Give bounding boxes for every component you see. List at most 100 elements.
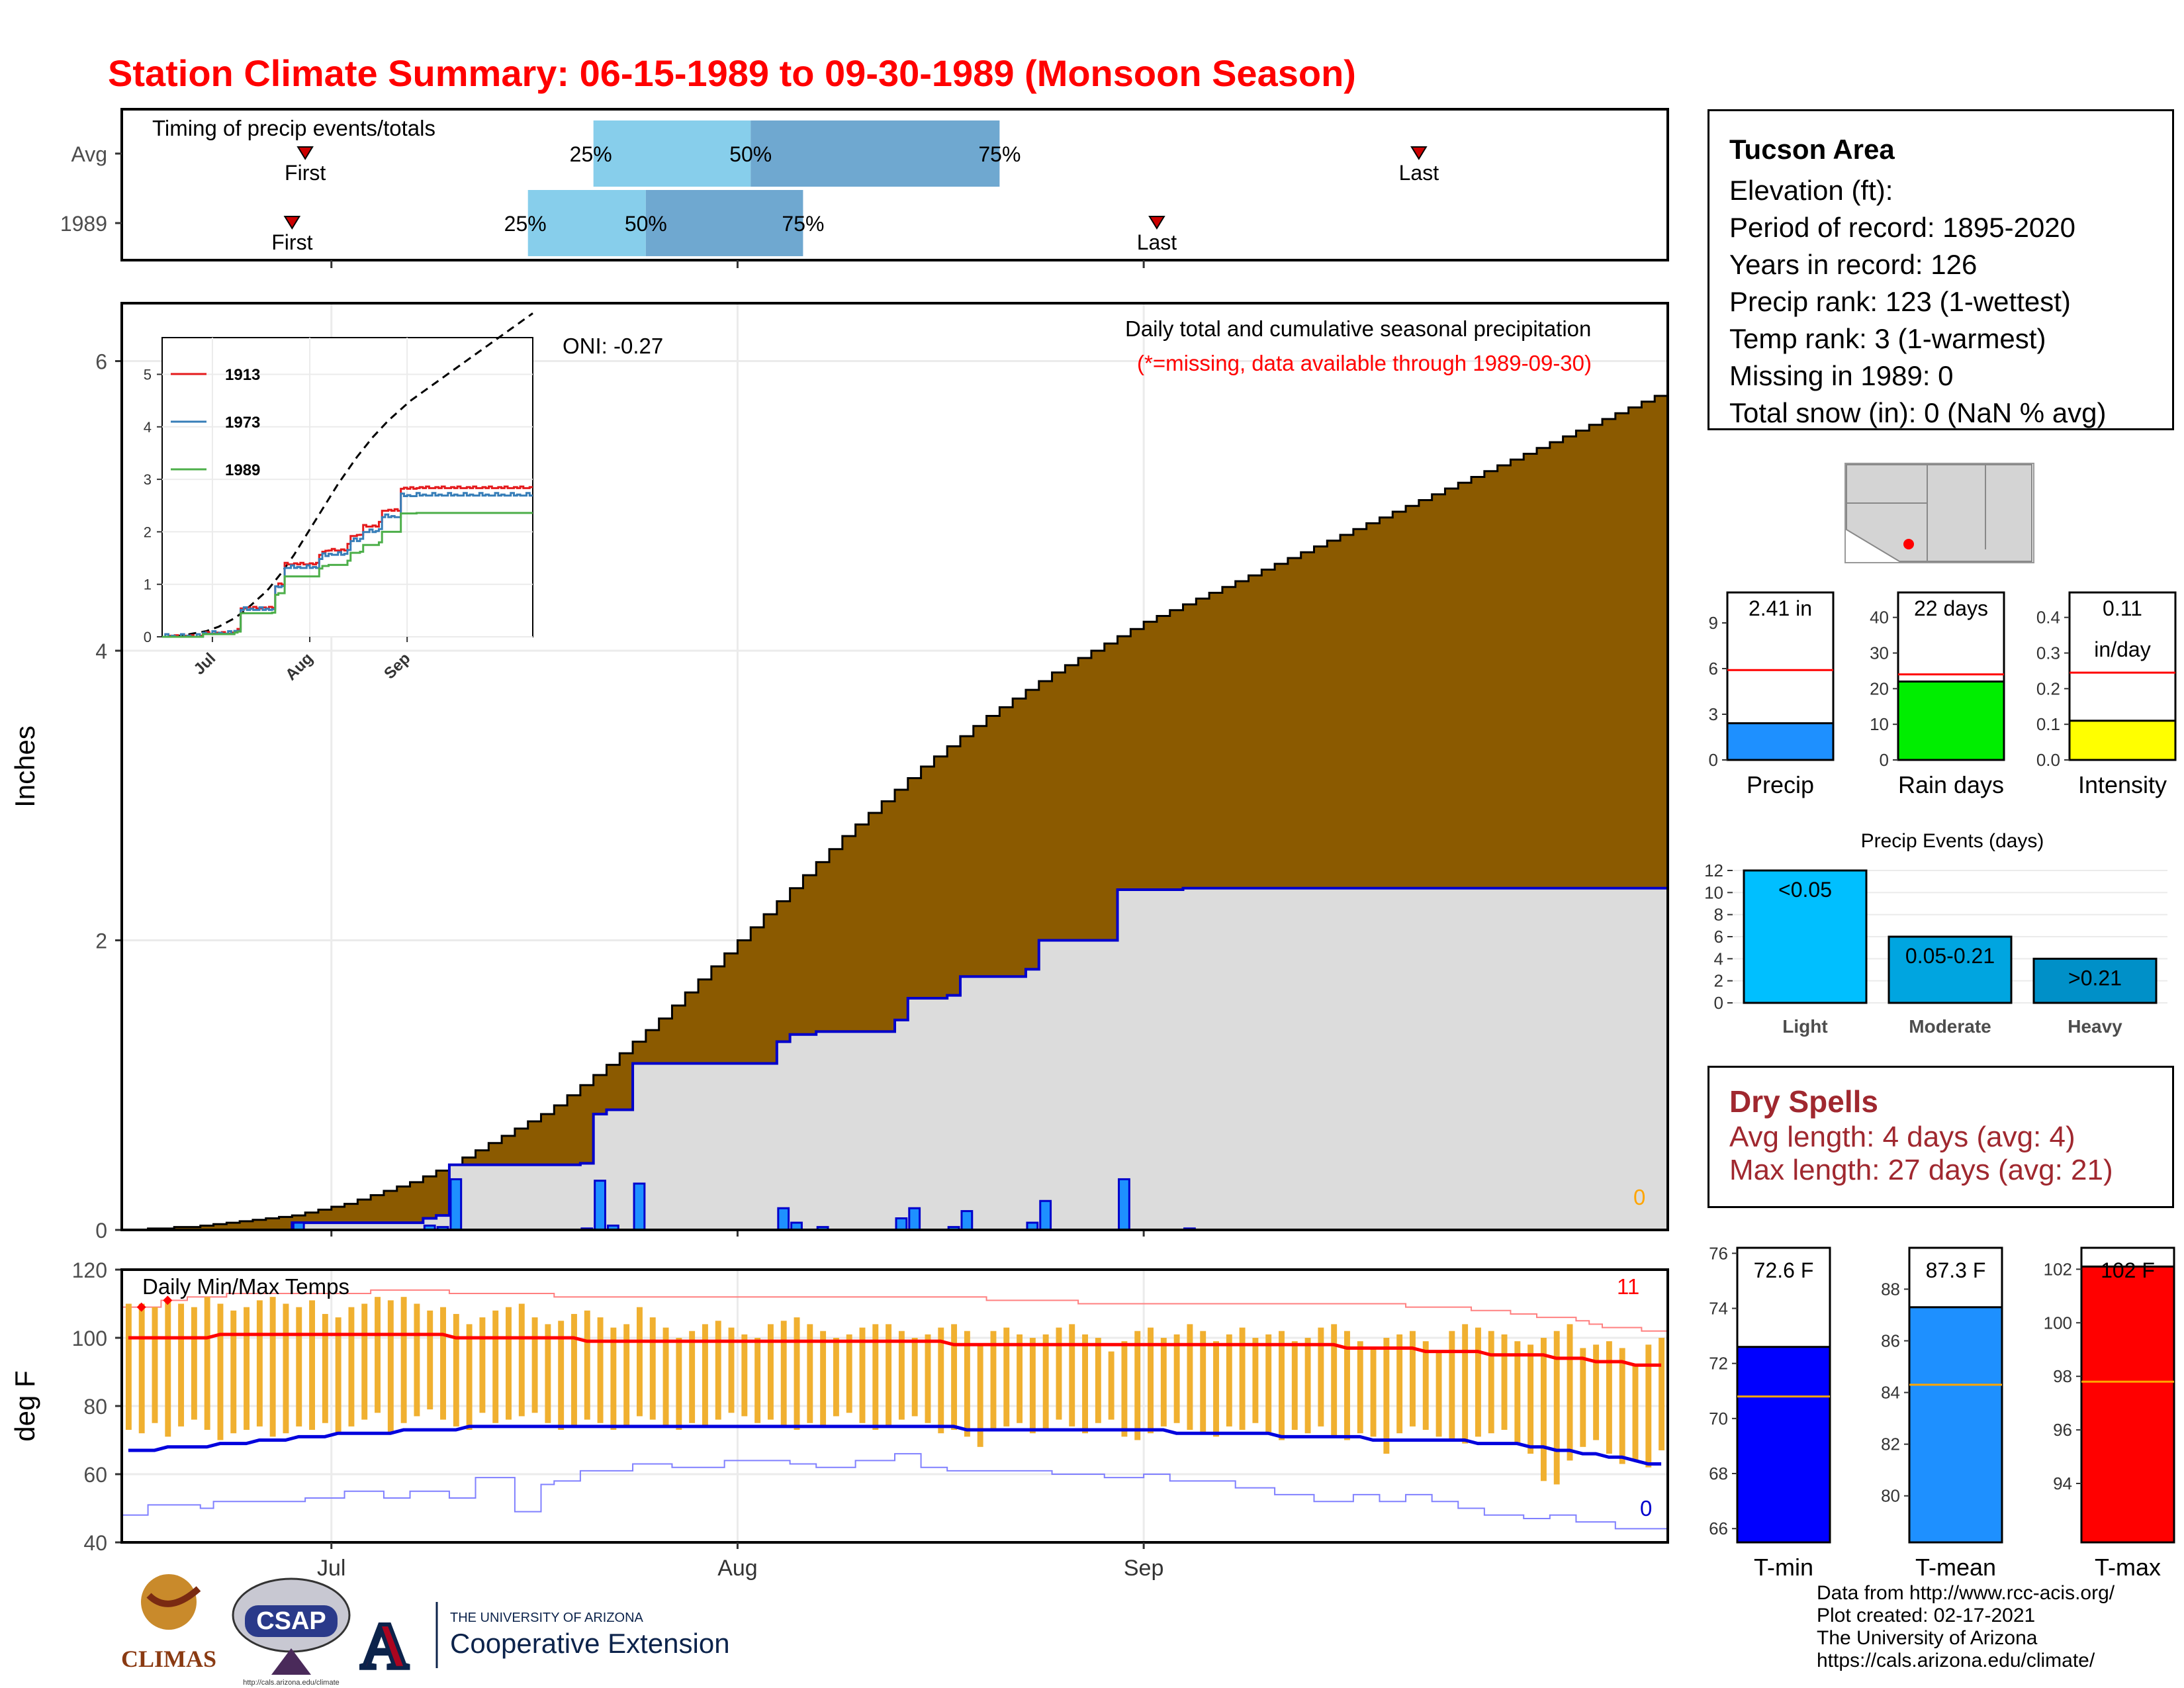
daily-temp-bar [230, 1310, 237, 1434]
daily-precip-bar [1039, 1199, 1052, 1231]
station-marker [1903, 539, 1914, 549]
station-missing: Missing in 1989: 0 [1729, 360, 1954, 391]
daily-temp-bar [138, 1303, 145, 1434]
daily-temp-bar [741, 1334, 748, 1417]
daily-temp-bar [1148, 1327, 1154, 1434]
daily-temp-bar [1383, 1338, 1390, 1454]
record-min-count: 0 [1640, 1496, 1652, 1521]
summary-bar-precip [1726, 722, 1835, 761]
timing-first-label: First [271, 230, 312, 254]
daily-temp-bar [1042, 1334, 1049, 1430]
daily-temp-bar [1370, 1348, 1377, 1437]
timing-bar-50-75 [751, 120, 1000, 187]
daily-temp-bar [584, 1310, 590, 1420]
daily-temp-bar [1279, 1331, 1285, 1440]
oni-label: ONI: -0.27 [563, 334, 663, 358]
station-snow: Total snow (in): 0 (NaN % avg) [1729, 397, 2107, 428]
precip-ytick-label: 6 [95, 350, 107, 374]
daily-temp-bar [1567, 1324, 1573, 1461]
precip-caption-note: (*=missing, data available through 1989-… [1137, 351, 1592, 375]
timing-row-label: 1989 [60, 212, 107, 236]
summary-bar-intensity [2068, 720, 2177, 761]
daily-temp-bar [296, 1307, 302, 1427]
timing-last-label: Last [1399, 161, 1439, 185]
station-info: Tucson Area Elevation (ft): Period of re… [1707, 109, 2174, 430]
events-ytick-label: 8 [1714, 905, 1723, 925]
inset-ytick-label: 5 [144, 367, 152, 383]
daily-temp-bar [1291, 1341, 1298, 1430]
timing-row-label: Avg [71, 142, 107, 166]
daily-temp-bar [1056, 1327, 1062, 1420]
timing-first-label: First [285, 161, 326, 185]
daily-temp-bar [886, 1324, 892, 1427]
daily-precip-bar [908, 1207, 921, 1231]
events-bar-light [1743, 869, 1868, 1004]
daily-temp-bar [1029, 1338, 1036, 1434]
events-ytick-label: 12 [1704, 861, 1723, 880]
daily-temp-bar [1632, 1365, 1639, 1461]
daily-temp-bar [178, 1303, 185, 1427]
daily-temp-bar [610, 1327, 617, 1430]
daily-temp-bar [1435, 1351, 1442, 1437]
summary-value: 2.41 in [1749, 596, 1812, 620]
summary-ytick-label: 40 [1870, 608, 1889, 628]
precip-ytick-label: 0 [95, 1219, 107, 1243]
tempbar-ytick-label: 94 [2053, 1474, 2072, 1493]
daily-temp-bar [322, 1313, 328, 1423]
events-ytick-label: 6 [1714, 927, 1723, 947]
events-category: Moderate [1909, 1016, 1991, 1037]
dry-spells-max: Max length: 27 days (avg: 21) [1729, 1154, 2113, 1186]
location-map [1844, 463, 2034, 563]
tempbar-ytick-label: 74 [1709, 1298, 1728, 1318]
tempbar-t-max [2080, 1265, 2175, 1544]
daily-temp-bar [794, 1317, 800, 1430]
observed-cumulative-area [122, 888, 1668, 1230]
tempbar-label: T-max [2095, 1554, 2161, 1581]
daily-temp-bar [479, 1317, 486, 1413]
daily-temp-bar [938, 1327, 944, 1434]
events-category: Light [1782, 1016, 1827, 1037]
inset-ytick-label: 3 [144, 471, 152, 488]
daily-temp-bar [492, 1310, 499, 1423]
daily-temp-bar [283, 1303, 289, 1434]
daily-temp-bar [872, 1324, 879, 1430]
daily-temp-bar [964, 1331, 970, 1437]
observed-cumulative-line [122, 886, 1668, 1231]
temp-frame-border [120, 1268, 1669, 1544]
summary-ytick-label: 0 [1709, 750, 1718, 770]
daily-temp-bar [440, 1307, 446, 1420]
tempbar-value: 72.6 F [1754, 1258, 1814, 1282]
avg-cumulative-line [122, 395, 1668, 1231]
daily-temp-bar [1580, 1348, 1586, 1447]
daily-temp-bar [518, 1303, 525, 1417]
daily-temp-bar [165, 1300, 171, 1437]
daily-temp-bar [191, 1307, 197, 1420]
events-category: Heavy [2068, 1016, 2122, 1037]
summary-ytick-label: 9 [1709, 613, 1718, 633]
timing-last-marker-icon [1410, 146, 1428, 160]
summary-ytick-label: 0.0 [2036, 750, 2060, 770]
events-title: Precip Events (days) [1861, 830, 2044, 852]
daily-temp-bar [807, 1324, 813, 1423]
daily-temp-bar [1344, 1331, 1350, 1440]
daily-precip-bar [1118, 1178, 1130, 1231]
summary-ytick-label: 10 [1870, 714, 1889, 734]
tempbar-t-min [1736, 1346, 1831, 1544]
tempbar-ytick-label: 102 [2044, 1259, 2072, 1279]
precip-ytick-label: 4 [95, 639, 107, 663]
missing-count: 0 [1633, 1185, 1645, 1209]
timing-bar-25-50 [527, 190, 646, 256]
daily-temp-bar [911, 1338, 918, 1417]
temp-ytick-label: 120 [72, 1258, 107, 1282]
daily-temp-bar [676, 1338, 682, 1430]
daily-temp-bar [453, 1313, 459, 1427]
tempbar-ytick-label: 88 [1881, 1279, 1900, 1299]
temp-title: Daily Min/Max Temps [142, 1274, 349, 1299]
events-bar-label: 0.05-0.21 [1905, 944, 1995, 968]
timing-p50-label: 50% [625, 212, 667, 236]
daily-temp-bar [977, 1344, 983, 1447]
daily-temp-bar [1134, 1331, 1141, 1440]
summary-ytick-label: 20 [1870, 679, 1889, 698]
timing-first-marker-icon [296, 146, 314, 160]
daily-temp-bar [702, 1324, 708, 1427]
